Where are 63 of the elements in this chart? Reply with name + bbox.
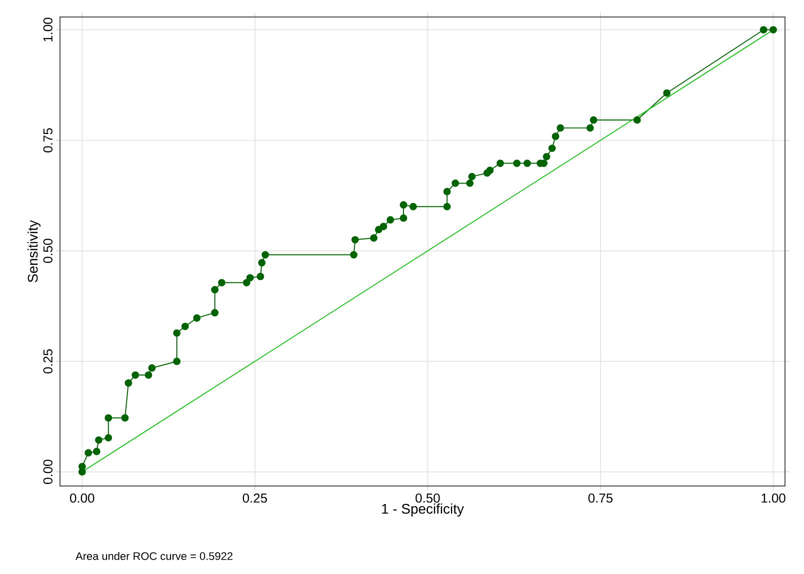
text: Area under ROC curve = 0.5922 — [76, 552, 232, 560]
point — [443, 202, 451, 210]
point — [246, 274, 254, 282]
point — [121, 414, 129, 422]
point — [524, 160, 531, 167]
point — [452, 179, 460, 187]
point — [148, 364, 156, 372]
point — [760, 26, 768, 34]
point — [590, 116, 598, 124]
point — [211, 309, 219, 316]
point — [663, 89, 671, 97]
point — [211, 286, 219, 294]
point — [496, 160, 504, 167]
point — [350, 251, 358, 258]
point — [256, 272, 264, 280]
y-tick-label: 0.00 — [43, 460, 52, 484]
point — [173, 329, 181, 337]
point — [586, 124, 594, 132]
point — [552, 132, 560, 140]
point — [181, 322, 189, 330]
point — [633, 116, 641, 124]
point — [173, 358, 181, 366]
point — [443, 188, 451, 196]
y-tick-label: 0.25 — [43, 349, 52, 374]
point — [409, 202, 417, 210]
point — [258, 259, 266, 266]
x-tick-label: 0.00 — [70, 494, 94, 503]
point — [95, 436, 102, 444]
point — [104, 434, 112, 442]
point — [370, 234, 378, 242]
point — [351, 236, 359, 244]
point — [218, 278, 226, 286]
point — [556, 124, 564, 132]
point — [144, 371, 152, 379]
point — [262, 251, 269, 258]
point — [193, 314, 201, 322]
point — [242, 278, 250, 286]
point — [548, 144, 556, 152]
point — [400, 201, 408, 209]
y-tick-label: 0.75 — [43, 128, 52, 152]
point — [380, 222, 388, 230]
x-tick-label: 0.50 — [416, 494, 440, 503]
point — [92, 448, 100, 456]
point — [466, 179, 474, 187]
y-axis-title: Sensitivity — [27, 220, 40, 282]
y-tick-label: 1.00 — [43, 18, 52, 42]
y-tick-label: 0.50 — [43, 238, 52, 263]
point — [124, 379, 132, 387]
point — [513, 160, 521, 167]
point — [486, 166, 494, 174]
point — [468, 172, 476, 180]
x-tick-label: 1.00 — [762, 494, 786, 503]
point — [400, 214, 408, 222]
point — [84, 449, 92, 457]
point — [770, 26, 777, 34]
x-tick-label: 0.25 — [242, 494, 267, 503]
point — [132, 371, 140, 379]
point — [542, 152, 550, 160]
point — [78, 462, 86, 470]
point — [104, 414, 112, 422]
point — [386, 216, 394, 224]
x-tick-label: 0.75 — [588, 494, 613, 503]
x-axis-title: 1 - Specificity — [382, 504, 464, 517]
